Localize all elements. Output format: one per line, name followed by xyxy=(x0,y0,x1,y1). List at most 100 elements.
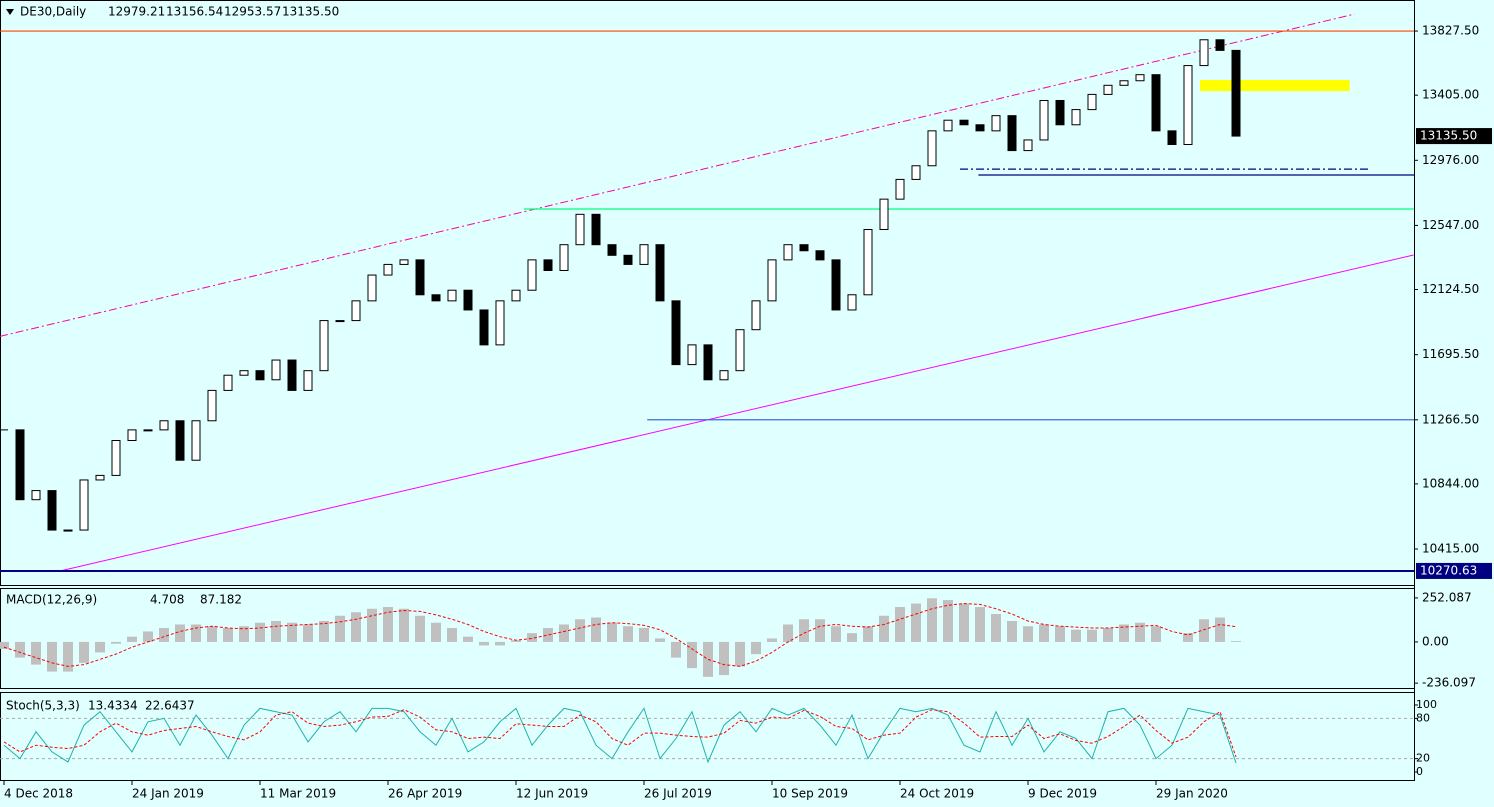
price-box xyxy=(1416,128,1492,145)
macd-bar xyxy=(623,626,633,642)
macd-bar xyxy=(351,612,361,642)
y-tick-label: 11695.50 xyxy=(1422,347,1479,361)
indicator-value: 13.4334 xyxy=(88,699,138,713)
macd-bar xyxy=(591,617,601,642)
candle xyxy=(415,259,425,296)
macd-bar xyxy=(463,636,473,642)
candle xyxy=(47,490,57,531)
candle xyxy=(975,124,985,132)
y-tick-label: 12547.00 xyxy=(1422,218,1479,232)
macd-bar xyxy=(1087,629,1097,642)
macd-bar xyxy=(335,615,345,642)
candle xyxy=(1007,115,1017,152)
x-tick-label: 4 Dec 2018 xyxy=(4,787,73,801)
candle xyxy=(783,244,793,261)
candle xyxy=(911,165,921,180)
candle xyxy=(1135,74,1145,82)
macd-bar xyxy=(1199,619,1209,642)
candle xyxy=(223,374,233,391)
macd-bar xyxy=(15,641,25,658)
candle xyxy=(1071,109,1081,126)
candle xyxy=(63,529,73,532)
macd-bar xyxy=(639,627,649,642)
macd-bar xyxy=(671,641,681,658)
y-tick-label: 12976.00 xyxy=(1422,153,1479,167)
candle xyxy=(15,429,25,501)
macd-bar xyxy=(575,619,585,642)
candle xyxy=(927,130,937,167)
macd-bar xyxy=(911,603,921,642)
candle xyxy=(703,344,713,381)
macd-bar xyxy=(415,615,425,642)
trendline xyxy=(59,254,1414,572)
y-tick-label: 10844.00 xyxy=(1422,476,1479,490)
macd-bar xyxy=(31,641,41,665)
candle xyxy=(959,119,969,126)
x-tick-label: 10 Sep 2019 xyxy=(772,787,848,801)
candle xyxy=(127,429,137,441)
candle xyxy=(687,344,697,366)
indicator-name: Stoch(5,3,3) xyxy=(6,699,80,713)
x-tick-label: 12 Jun 2019 xyxy=(516,787,588,801)
macd-bar xyxy=(719,641,729,676)
candle xyxy=(863,229,873,296)
macd-bar xyxy=(879,615,889,642)
candle xyxy=(399,259,409,265)
macd-bar xyxy=(479,641,489,646)
macd-bar xyxy=(383,607,393,642)
candle xyxy=(207,389,217,422)
x-tick-label: 26 Jul 2019 xyxy=(644,787,712,801)
candle xyxy=(735,329,745,372)
candle xyxy=(191,420,201,461)
macd-bar xyxy=(783,624,793,642)
macd-bar xyxy=(1023,626,1033,642)
macd-bar xyxy=(79,641,89,663)
macd-bar xyxy=(399,608,409,642)
candle xyxy=(303,370,313,391)
candle xyxy=(1183,65,1193,146)
y-tick-label: 13405.00 xyxy=(1422,88,1479,102)
x-tick-label: 11 Mar 2019 xyxy=(260,787,336,801)
price-box-label: 13135.50 xyxy=(1420,129,1477,143)
macd-bar xyxy=(1231,641,1241,642)
candle xyxy=(1087,93,1097,111)
candle xyxy=(239,370,249,376)
macd-bar xyxy=(255,622,265,642)
y-tick-label: 252.087 xyxy=(1422,590,1472,604)
candle xyxy=(815,250,825,261)
zone xyxy=(1200,79,1350,92)
candle xyxy=(367,274,377,302)
macd-bar xyxy=(815,619,825,642)
candle xyxy=(351,300,361,322)
y-tick-label: 0 xyxy=(1416,765,1423,778)
macd-bar xyxy=(1007,620,1017,642)
y-tick-label: 13827.50 xyxy=(1422,24,1479,38)
price-box-label: 10270.63 xyxy=(1420,563,1477,577)
candle xyxy=(31,490,41,501)
chart-title: DE30,Daily xyxy=(20,5,86,19)
candle xyxy=(431,294,441,302)
candle xyxy=(95,474,105,481)
stoch-main xyxy=(3,707,1237,764)
macd-bar xyxy=(1135,622,1145,642)
candle xyxy=(655,244,665,302)
candle xyxy=(895,178,905,200)
macd-bar xyxy=(1183,633,1193,642)
y-tick-label: 80 xyxy=(1416,711,1430,724)
candle xyxy=(463,289,473,311)
macd-bar xyxy=(191,624,201,642)
macd-bar xyxy=(527,633,537,642)
macd-bar xyxy=(543,627,553,642)
candle xyxy=(79,479,89,531)
candle xyxy=(719,370,729,381)
macd-bar xyxy=(991,614,1001,642)
candle xyxy=(559,244,569,271)
candle xyxy=(111,439,121,476)
macd-bar xyxy=(175,624,185,642)
macd-bar xyxy=(495,641,505,646)
candle xyxy=(1055,99,1065,126)
candle xyxy=(639,244,649,265)
candle xyxy=(335,320,345,323)
macd-bar xyxy=(1151,626,1161,642)
